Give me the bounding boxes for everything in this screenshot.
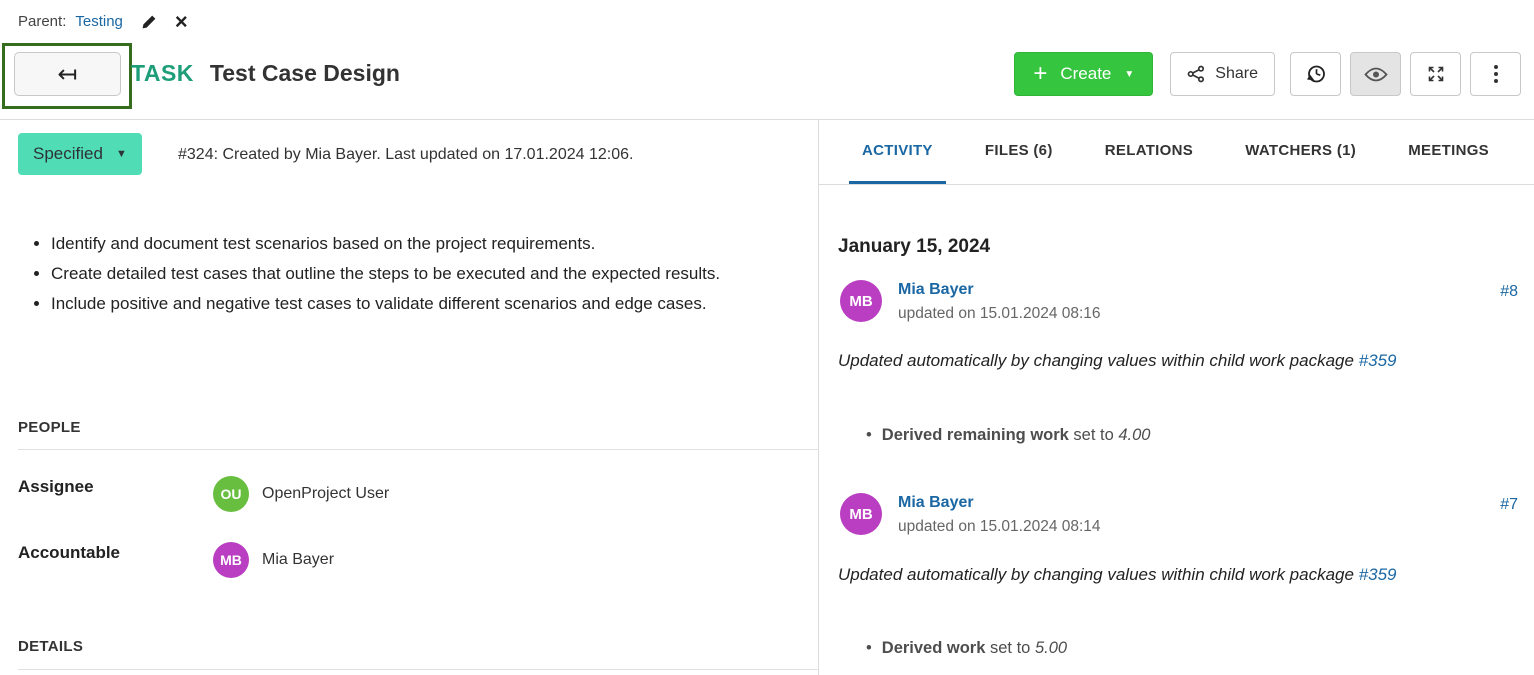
panel-divider xyxy=(818,120,819,675)
back-arrow-icon: ↤ xyxy=(57,60,78,88)
pencil-icon xyxy=(141,14,157,30)
accountable-value[interactable]: Mia Bayer xyxy=(262,551,335,568)
remove-parent-button[interactable]: × xyxy=(174,8,188,34)
section-divider xyxy=(18,669,818,670)
chevron-down-icon: ▼ xyxy=(1124,68,1135,80)
description-bullet: Include positive and negative test cases… xyxy=(51,289,770,319)
activity-history-button[interactable] xyxy=(1290,52,1341,96)
change-field: Derived work xyxy=(881,639,986,657)
activity-ref-link[interactable]: #7 xyxy=(1500,496,1518,513)
status-dropdown[interactable]: Specified ▼ xyxy=(18,133,142,175)
change-value: 4.00 xyxy=(1118,426,1151,444)
status-label: Specified xyxy=(33,144,103,163)
page-title: TASK Test Case Design xyxy=(131,60,400,87)
change-value: 5.00 xyxy=(1034,639,1068,657)
activity-timestamp: updated on 15.01.2024 08:14 xyxy=(898,518,1101,535)
edit-parent-button[interactable] xyxy=(141,14,157,30)
breadcrumb: Parent: Testing × xyxy=(18,8,188,34)
activity-change-line: • Derived work set to 5.00 xyxy=(866,639,1067,658)
create-button[interactable]: + Create ▼ xyxy=(1014,52,1154,96)
create-button-label: Create xyxy=(1060,64,1112,83)
work-package-link[interactable]: #359 xyxy=(1358,565,1397,584)
tab-activity[interactable]: ACTIVITY xyxy=(849,120,946,184)
back-button[interactable]: ↤ xyxy=(14,52,121,96)
parent-label: Parent: xyxy=(18,13,67,30)
fullscreen-button[interactable] xyxy=(1410,52,1461,96)
header-divider xyxy=(0,119,1534,120)
plus-icon: + xyxy=(1033,60,1048,87)
assignee-label: Assignee xyxy=(18,477,94,496)
activity-note: Updated automatically by changing values… xyxy=(838,565,1397,585)
change-verb: set to xyxy=(985,639,1035,657)
share-button[interactable]: Share xyxy=(1170,52,1275,96)
activity-note-text: Updated automatically by changing values… xyxy=(838,565,1359,584)
change-field: Derived remaining work xyxy=(881,426,1069,444)
description-bullet: Identify and document test scenarios bas… xyxy=(51,229,770,259)
eye-icon xyxy=(1363,67,1388,82)
activity-note-text: Updated automatically by changing values… xyxy=(838,351,1359,370)
assignee-value[interactable]: OpenProject User xyxy=(262,485,390,502)
tab-watchers[interactable]: WATCHERS (1) xyxy=(1245,142,1357,159)
avatar[interactable]: MB xyxy=(840,280,882,322)
share-button-label: Share xyxy=(1215,65,1258,82)
activity-change-line: • Derived remaining work set to 4.00 xyxy=(866,426,1151,445)
section-divider xyxy=(18,449,818,450)
work-package-type[interactable]: TASK xyxy=(131,60,194,86)
activity-timestamp: updated on 15.01.2024 08:16 xyxy=(898,305,1101,322)
work-package-meta: #324: Created by Mia Bayer. Last updated… xyxy=(178,146,634,163)
bullet-icon: • xyxy=(866,639,872,657)
tab-relations[interactable]: RELATIONS xyxy=(1104,142,1194,159)
header-toolbar: + Create ▼ Share xyxy=(1014,52,1521,96)
tab-files[interactable]: FILES (6) xyxy=(984,142,1053,159)
avatar[interactable]: MB xyxy=(840,493,882,535)
work-package-title[interactable]: Test Case Design xyxy=(209,60,400,86)
more-actions-button[interactable] xyxy=(1470,52,1521,96)
expand-arrows-icon xyxy=(1426,64,1446,84)
chevron-down-icon: ▼ xyxy=(115,148,127,160)
activity-ref-link[interactable]: #8 xyxy=(1500,283,1518,300)
kebab-menu-icon xyxy=(1493,65,1498,83)
bullet-icon: • xyxy=(866,426,872,444)
people-section-heading: PEOPLE xyxy=(18,419,81,436)
share-icon xyxy=(1187,65,1205,83)
tab-meetings[interactable]: MEETINGS xyxy=(1408,142,1489,159)
change-verb: set to xyxy=(1068,426,1119,444)
activity-user-link[interactable]: Mia Bayer xyxy=(898,494,974,511)
close-icon: × xyxy=(174,8,188,34)
history-clock-icon xyxy=(1304,63,1327,86)
details-section-heading: DETAILS xyxy=(18,638,84,655)
avatar[interactable]: OU xyxy=(213,476,249,512)
accountable-label: Accountable xyxy=(18,543,121,562)
activity-date-heading: January 15, 2024 xyxy=(838,236,991,257)
work-package-link[interactable]: #359 xyxy=(1358,351,1397,370)
description-field[interactable]: Identify and document test scenarios bas… xyxy=(30,229,770,319)
parent-link[interactable]: Testing xyxy=(75,13,123,30)
activity-user-link[interactable]: Mia Bayer xyxy=(898,281,974,298)
detail-tabs: ACTIVITY FILES (6) RELATIONS WATCHERS (1… xyxy=(819,120,1534,185)
watch-button[interactable] xyxy=(1350,52,1401,96)
activity-note: Updated automatically by changing values… xyxy=(838,351,1397,371)
description-bullet: Create detailed test cases that outline … xyxy=(51,259,770,289)
avatar[interactable]: MB xyxy=(213,542,249,578)
